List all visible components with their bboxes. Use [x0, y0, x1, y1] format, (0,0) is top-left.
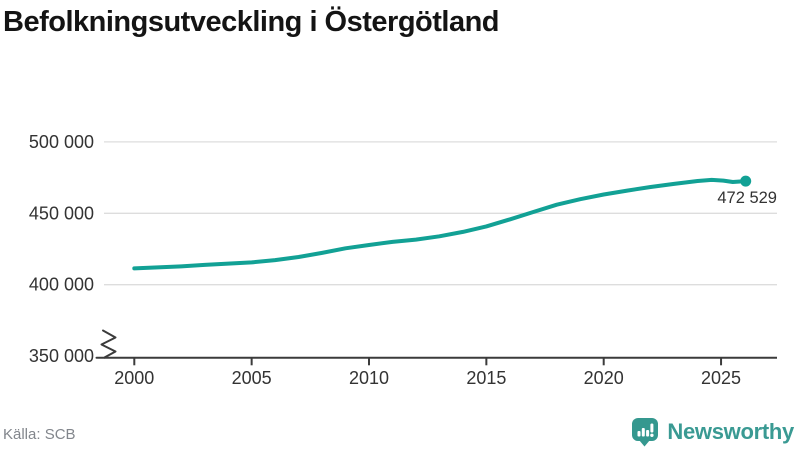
x-tick-label: 2015 [466, 368, 506, 388]
chart-title: Befolkningsutveckling i Östergötland [3, 6, 500, 38]
y-tick-label: 450 000 [29, 203, 94, 223]
y-tick-label: 500 000 [29, 132, 94, 152]
y-tick-label: 350 000 [29, 346, 94, 366]
x-tick-label: 2005 [232, 368, 272, 388]
newsworthy-logo: Newsworthy [631, 417, 794, 447]
x-tick-label: 2020 [584, 368, 624, 388]
end-value-label: 472 529 [717, 189, 777, 207]
x-tick-label: 2010 [349, 368, 389, 388]
x-tick-label: 2025 [701, 368, 741, 388]
end-point-dot [740, 175, 752, 187]
y-tick-label: 400 000 [29, 275, 94, 295]
axis-break-icon [95, 329, 117, 359]
brand-name: Newsworthy [667, 419, 794, 444]
newsworthy-bubble-chart-icon [632, 418, 659, 447]
x-tick-label: 2000 [114, 368, 154, 388]
source-label: Källa: SCB [3, 426, 76, 443]
population-line [132, 177, 748, 271]
